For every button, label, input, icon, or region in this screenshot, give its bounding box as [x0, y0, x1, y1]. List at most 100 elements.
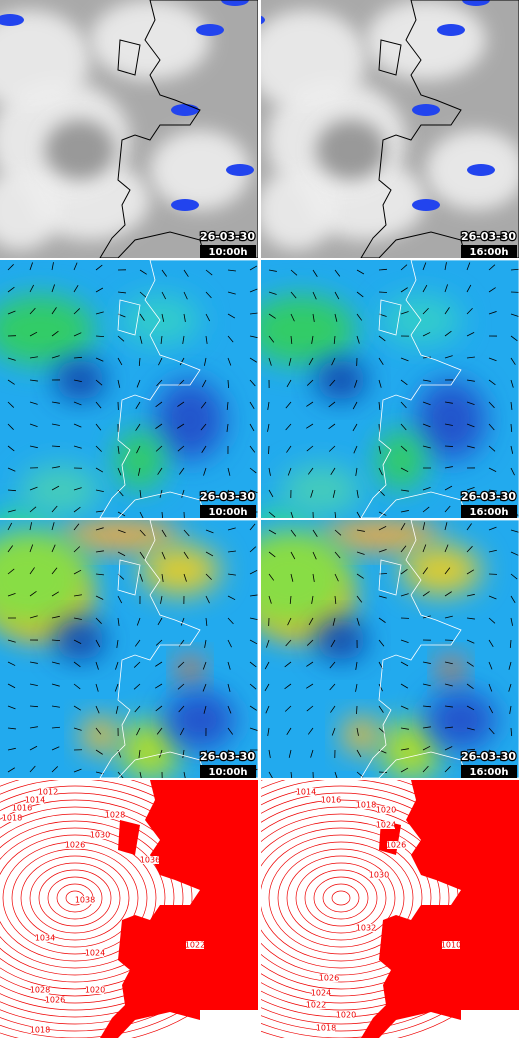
- wind-arrow: [161, 573, 164, 582]
- wind-arrow: [249, 705, 257, 711]
- wind-arrow: [29, 567, 35, 575]
- wind-arrow: [509, 705, 512, 714]
- wind-arrow: [328, 401, 336, 408]
- wind-arrow: [378, 639, 385, 647]
- isobar-label-bg: [86, 986, 104, 994]
- wind-arrow: [138, 357, 141, 367]
- wind-arrow: [312, 291, 317, 300]
- wind-arrow: [73, 356, 83, 359]
- wind-arrow: [227, 357, 232, 366]
- wind-arrow: [183, 529, 190, 537]
- wind-field: [82, 717, 118, 753]
- wind-arrow: [466, 683, 474, 689]
- wind-arrow: [356, 727, 359, 736]
- wind-arrow: [158, 357, 163, 366]
- wind-arrow: [444, 766, 451, 773]
- isobar-label-bg: [357, 801, 375, 809]
- wind-arrow: [200, 401, 207, 409]
- wind-arrow: [73, 308, 81, 315]
- wind-arrow: [227, 749, 235, 755]
- wind-arrow: [249, 523, 256, 531]
- wind-arrow: [329, 661, 336, 669]
- wind-arrow: [466, 661, 474, 667]
- wind-arrow: [135, 401, 141, 410]
- wind-arrow: [133, 683, 141, 690]
- date-label: 26-03-30: [461, 750, 516, 763]
- wind-arrow: [488, 357, 497, 362]
- wind-arrow: [73, 569, 82, 575]
- wind-arrow: [422, 544, 427, 553]
- wind-arrow: [510, 749, 515, 758]
- isobar-label: 1036: [140, 856, 160, 865]
- wind-arrow: [328, 445, 336, 452]
- isobar: [331, 890, 351, 906]
- wind-arrow: [155, 401, 163, 408]
- wind-arrow: [133, 661, 141, 668]
- wind-arrow: [488, 423, 495, 431]
- wind-arrow: [510, 423, 513, 433]
- wind-arrow: [139, 529, 146, 537]
- wind-arrow: [116, 639, 119, 648]
- isobar-label-bg: [66, 841, 84, 849]
- wind-arrow: [422, 567, 429, 575]
- wind-arrow: [422, 522, 426, 531]
- wind-arrow: [114, 683, 119, 692]
- wind-field: [60, 520, 180, 550]
- wind-arrow: [287, 467, 292, 476]
- wind-field: [261, 295, 356, 365]
- wind-arrow: [307, 467, 314, 475]
- wind-arrow: [422, 262, 427, 271]
- wind-arrow: [73, 661, 81, 668]
- wind-arrow: [328, 423, 336, 430]
- wind-arrow: [29, 331, 38, 337]
- wind-arrow: [400, 401, 407, 409]
- wind-arrow: [200, 423, 207, 431]
- wind-arrow: [400, 705, 409, 710]
- wind-arrow: [161, 529, 167, 538]
- wind-arrow: [286, 379, 292, 388]
- wind-arrow: [73, 727, 82, 731]
- isobar-label-bg: [13, 804, 31, 812]
- wind-arrow: [422, 401, 431, 406]
- wind-arrow: [227, 313, 236, 319]
- isobar-label: 1018: [30, 1026, 50, 1035]
- wind-arrow: [249, 445, 256, 453]
- isobar-label: 1018: [316, 1024, 336, 1033]
- isobar-label-bg: [320, 974, 338, 982]
- wind-arrow: [73, 332, 82, 337]
- wind-arrow: [378, 445, 381, 454]
- wind-arrow: [73, 639, 82, 644]
- wind-arrow: [157, 467, 163, 475]
- wind-arrow: [510, 313, 519, 317]
- wind-arrow: [510, 489, 517, 496]
- wind-arrow: [29, 745, 38, 751]
- isobar-label: 1026: [319, 974, 339, 983]
- wind-arrow: [117, 379, 121, 388]
- wind-arrow: [444, 401, 453, 404]
- wind-arrow: [356, 749, 362, 758]
- wind-arrow: [312, 313, 315, 322]
- wind-arrow: [488, 683, 493, 692]
- isobar-label-bg: [76, 896, 94, 904]
- wind-arrow: [29, 591, 37, 597]
- wind-arrow: [400, 510, 409, 513]
- wind-arrow: [356, 617, 360, 626]
- wind-arrow: [115, 705, 119, 714]
- wind-arrow: [7, 423, 14, 430]
- wind-arrow: [290, 335, 293, 344]
- wind-arrow: [510, 401, 513, 410]
- wind-arrow: [290, 573, 294, 582]
- isobar-label: 1020: [376, 806, 396, 815]
- wind-arrow: [488, 467, 497, 472]
- wind-arrow: [488, 549, 497, 553]
- wind-arrow: [268, 595, 272, 604]
- wind-arrow: [312, 551, 317, 560]
- wind-arrow: [202, 683, 207, 692]
- wind-arrow: [356, 529, 365, 532]
- wind-arrow: [249, 570, 258, 575]
- coastline: [360, 0, 519, 258]
- precip: [462, 0, 490, 6]
- wind-arrow: [29, 262, 33, 271]
- wind-arrow: [227, 489, 233, 497]
- wind-arrow: [466, 284, 472, 293]
